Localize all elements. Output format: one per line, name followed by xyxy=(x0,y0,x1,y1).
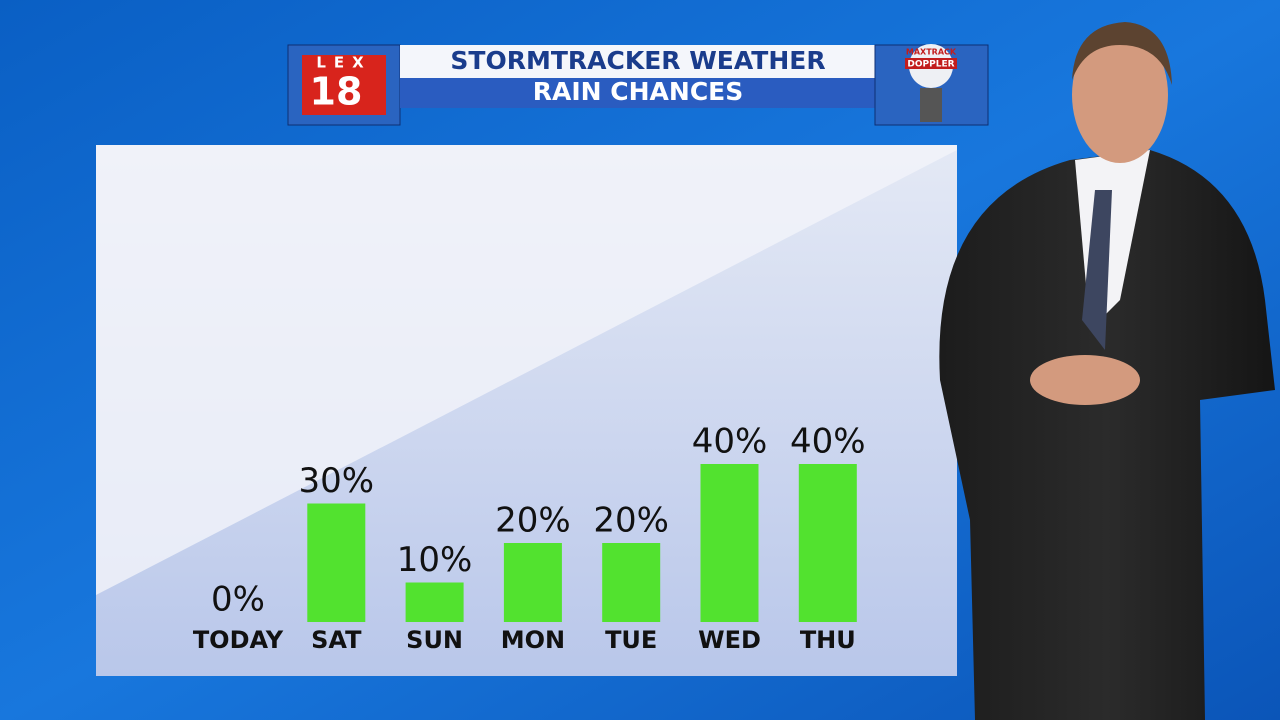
x-tick-label: SAT xyxy=(311,626,362,654)
panel-highlight xyxy=(96,145,957,595)
presenter xyxy=(939,22,1275,720)
station-logo xyxy=(302,55,386,115)
presenter-suit xyxy=(939,150,1275,720)
x-tick-label: TUE xyxy=(605,626,657,654)
bar xyxy=(405,582,464,622)
presenter-hands xyxy=(1030,355,1140,405)
station-channel: 18 xyxy=(310,70,363,114)
radar-logo-band xyxy=(905,58,957,69)
bar xyxy=(602,543,661,622)
x-tick-label: THU xyxy=(800,626,856,654)
bar xyxy=(307,503,366,622)
title-band xyxy=(400,45,875,78)
value-label: 0% xyxy=(211,580,265,620)
bar-chart: 0% TODAY 30% SAT 10% SUN 20% MON 20% TUE 40% WED 40%… xyxy=(193,422,866,655)
value-label: 40% xyxy=(790,422,866,462)
value-label: 30% xyxy=(299,461,375,501)
station-name: LEX xyxy=(316,54,371,72)
presenter-tie xyxy=(1082,190,1112,350)
value-label: 10% xyxy=(397,540,473,580)
radar-tower xyxy=(920,88,942,122)
x-tick-label: SUN xyxy=(406,626,463,654)
x-tick-label: MON xyxy=(501,626,565,654)
x-tick-label: WED xyxy=(698,626,761,654)
subtitle-band xyxy=(400,78,875,108)
presenter-hair xyxy=(1072,22,1172,85)
bar xyxy=(503,543,562,622)
radar-logo-text: DOPPLER xyxy=(907,60,954,70)
value-label: 40% xyxy=(692,422,768,462)
bar xyxy=(798,464,857,622)
bar xyxy=(700,464,759,622)
radar-logo-text: MAXTRACK xyxy=(906,48,957,57)
value-label: 20% xyxy=(495,501,571,541)
value-label: 20% xyxy=(593,501,669,541)
x-tick-label: TODAY xyxy=(193,626,284,654)
header: LEX 18 STORMTRACKER WEATHER RAIN CHANCES… xyxy=(287,44,989,126)
chart-subtitle: RAIN CHANCES xyxy=(533,77,744,106)
chart-title: STORMTRACKER WEATHER xyxy=(450,46,825,75)
presenter-head xyxy=(1072,27,1168,163)
